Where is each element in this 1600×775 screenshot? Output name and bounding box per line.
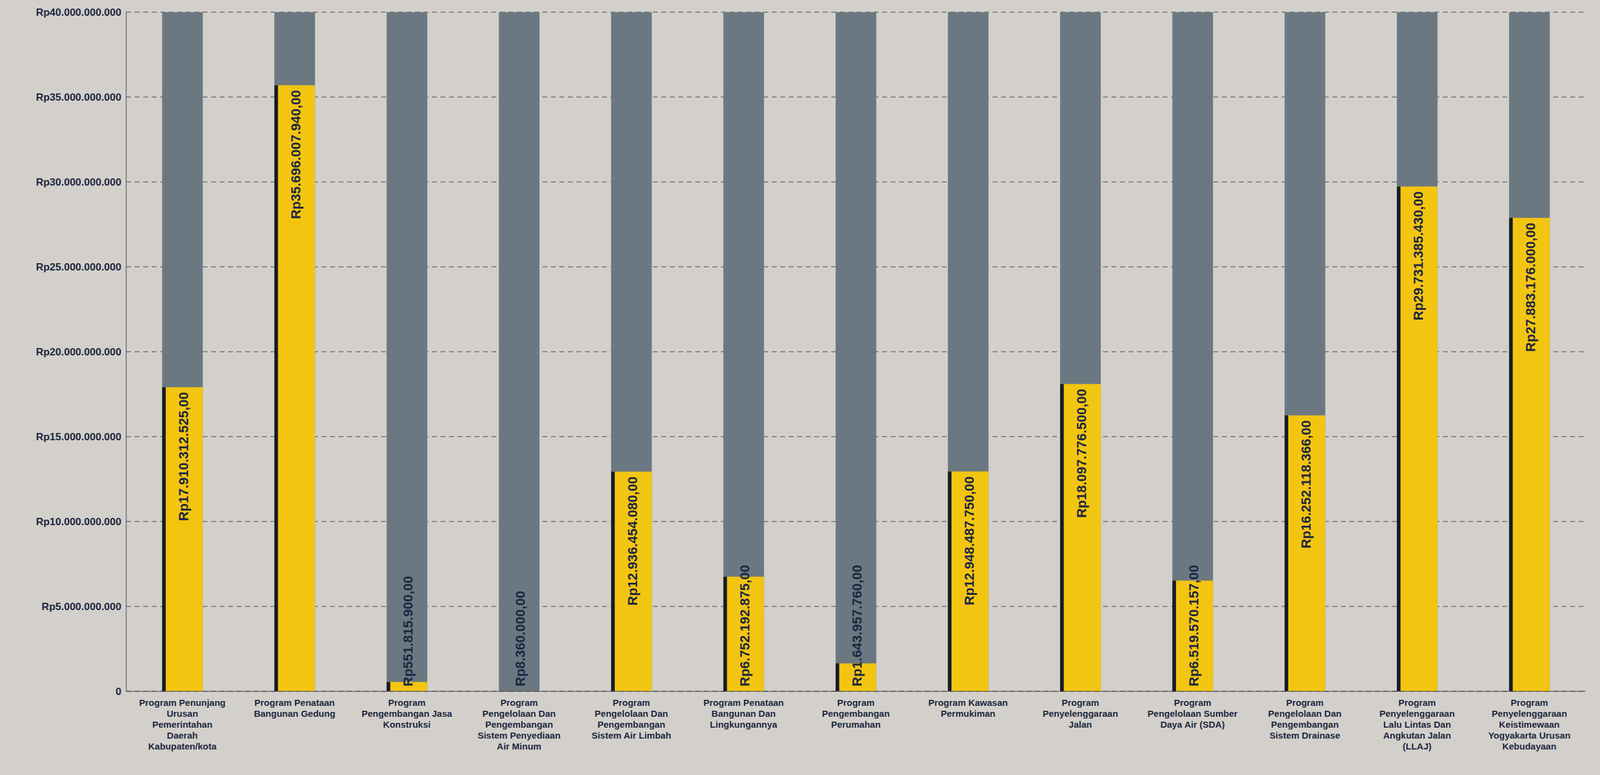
svg-text:ProgramPengembanganPerumahan: ProgramPengembanganPerumahan [822, 697, 891, 730]
svg-text:Rp6.519.570.157,00: Rp6.519.570.157,00 [1186, 564, 1202, 687]
svg-text:Rp551.815.900,00: Rp551.815.900,00 [400, 576, 416, 687]
svg-text:ProgramPenyelenggaraanKeistime: ProgramPenyelenggaraanKeistimewaanYogyak… [1488, 697, 1571, 752]
svg-text:Rp12.948.487.750,00: Rp12.948.487.750,00 [961, 476, 977, 606]
svg-text:Rp8.360.000,00: Rp8.360.000,00 [512, 590, 528, 687]
svg-text:Rp10.000.000.000: Rp10.000.000.000 [35, 516, 122, 528]
svg-text:Rp16.252.118.366,00: Rp16.252.118.366,00 [1298, 420, 1314, 550]
svg-text:Rp17.910.312.525,00: Rp17.910.312.525,00 [175, 392, 192, 522]
svg-text:Program KawasanPermukiman: Program KawasanPermukiman [928, 697, 1008, 719]
svg-text:ProgramPenyelenggaraanJalan: ProgramPenyelenggaraanJalan [1042, 697, 1118, 730]
svg-text:Rp1.643.957.760,00: Rp1.643.957.760,00 [849, 564, 865, 687]
svg-text:Program PenunjangUrusanPemerin: Program PenunjangUrusanPemerintahanDaera… [138, 697, 226, 752]
svg-text:ProgramPenyelenggaraanLalu Lin: ProgramPenyelenggaraanLalu Lintas DanAng… [1379, 697, 1455, 752]
svg-text:ProgramPengelolaan DanPengemba: ProgramPengelolaan DanPengembanganSistem… [591, 697, 672, 741]
svg-text:0: 0 [115, 686, 122, 698]
svg-text:Rp18.097.776.500,00: Rp18.097.776.500,00 [1073, 388, 1090, 519]
svg-text:Rp40.000.000.000: Rp40.000.000.000 [35, 6, 122, 19]
svg-text:Rp5.000.000.000: Rp5.000.000.000 [41, 601, 122, 613]
svg-text:Rp20.000.000.000: Rp20.000.000.000 [35, 346, 122, 358]
svg-text:Rp15.000.000.000: Rp15.000.000.000 [35, 431, 122, 443]
svg-text:Rp25.000.000.000: Rp25.000.000.000 [35, 261, 122, 274]
svg-text:Rp29.731.385.430,00: Rp29.731.385.430,00 [1410, 191, 1426, 321]
svg-text:Rp12.936.454.080,00: Rp12.936.454.080,00 [624, 476, 641, 607]
svg-text:Rp30.000.000.000: Rp30.000.000.000 [35, 176, 122, 189]
svg-text:ProgramPengelolaan DanPengemba: ProgramPengelolaan DanPengembanganSistem… [1268, 697, 1342, 741]
svg-text:Program PenataanBangunan DanLi: Program PenataanBangunan DanLingkunganny… [703, 697, 784, 730]
svg-text:ProgramPengembangan JasaKonstr: ProgramPengembangan JasaKonstruksi [361, 697, 453, 730]
svg-text:ProgramPengelolaan DanPengemba: ProgramPengelolaan DanPengembanganSistem… [477, 697, 561, 752]
svg-text:Rp35.000.000.000: Rp35.000.000.000 [35, 91, 122, 104]
svg-text:Rp35.696.007.940,00: Rp35.696.007.940,00 [288, 90, 304, 220]
svg-text:ProgramPengelolaan SumberDaya: ProgramPengelolaan SumberDaya Air (SDA) [1147, 697, 1238, 730]
svg-text:Rp27.883.176.000,00: Rp27.883.176.000,00 [1522, 222, 1539, 352]
svg-text:Program PenataanBangunan Gedun: Program PenataanBangunan Gedung [253, 697, 335, 719]
svg-text:Rp6.752.192.875,00: Rp6.752.192.875,00 [737, 564, 753, 687]
